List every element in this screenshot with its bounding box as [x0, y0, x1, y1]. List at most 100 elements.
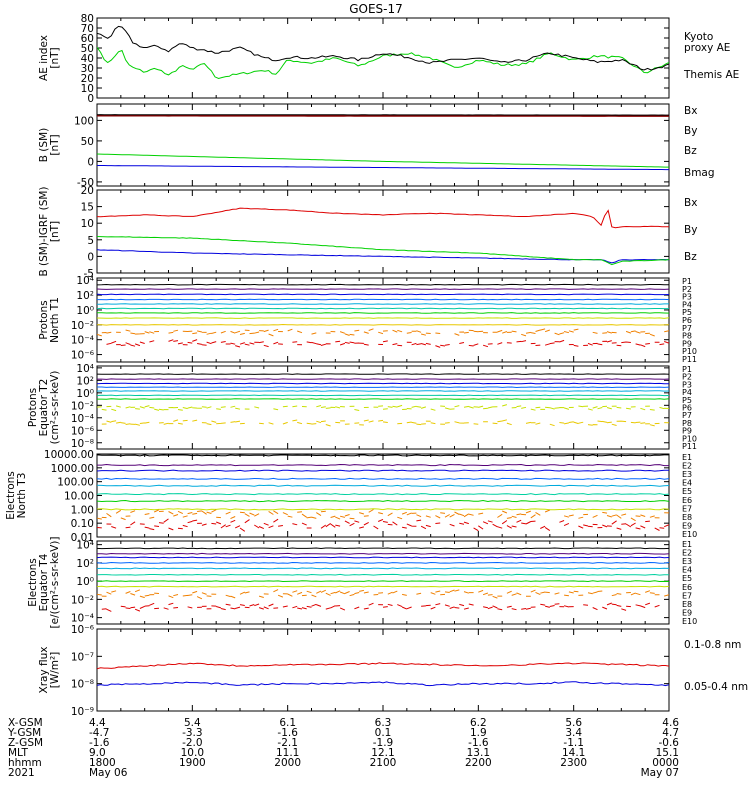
y-tick-label: 10⁻⁶	[71, 425, 94, 437]
channel-line	[97, 590, 674, 599]
y-axis-label: North T3	[16, 473, 28, 519]
channel-line	[97, 563, 669, 564]
channel-line	[97, 501, 669, 502]
series-line-00504nm	[97, 682, 669, 686]
channel-line	[97, 510, 669, 521]
y-tick-label: 1.00	[71, 504, 94, 516]
channel-line	[97, 405, 674, 411]
y-tick-label: 10²	[76, 558, 94, 570]
y-tick-label: 100	[74, 115, 94, 127]
y-tick-label: 0	[87, 156, 94, 168]
y-tick-label: 10⁻⁶	[71, 350, 94, 362]
panel-frame	[97, 278, 669, 362]
channel-line	[97, 289, 669, 290]
channel-line	[97, 399, 669, 400]
y-tick-label: 50	[81, 136, 94, 148]
y-tick-label: 10⁻²	[71, 594, 94, 606]
legend-label: 0.05-0.4 nm	[684, 681, 748, 693]
y-axis-label: [e/(cm²-s-sr-keV)]	[49, 537, 61, 629]
panel-frame	[97, 190, 669, 273]
y-tick-label: 10	[81, 218, 94, 230]
series-line-bx	[97, 166, 669, 170]
legend-label: Bz	[684, 145, 697, 157]
legend-label: proxy AE	[684, 42, 730, 54]
y-tick-label: 10⁰	[76, 388, 94, 400]
y-tick-label: 10⁻⁴	[71, 613, 94, 625]
channel-line	[97, 387, 669, 388]
channel-line	[97, 379, 669, 380]
y-tick-label: 10²	[76, 375, 94, 387]
legend-label: 0.1-0.8 nm	[684, 639, 741, 651]
y-tick-label: 15	[81, 202, 94, 214]
channel-line	[97, 519, 674, 531]
x-axis-table: X-GSMY-GSMZ-GSMMLThhmm20214.4-4.7-1.69.0…	[7, 717, 679, 779]
channel-line	[97, 465, 669, 466]
y-axis-label: North T1	[49, 297, 61, 343]
channel-line	[97, 553, 669, 554]
y-tick-label: 0	[87, 251, 94, 263]
channel-line	[97, 308, 669, 309]
channel-label: E10	[682, 617, 697, 626]
x-table-value: 2100	[370, 757, 397, 769]
channel-label: P11	[682, 355, 697, 364]
legend-label: Bz	[684, 251, 697, 263]
y-tick-label: 10⁻⁶	[71, 624, 94, 636]
channel-line	[97, 329, 669, 336]
panel-frame	[97, 629, 669, 711]
channel-line	[97, 294, 669, 295]
channel-line	[107, 340, 674, 348]
channel-line	[97, 470, 669, 471]
x-table-value: 2000	[274, 757, 301, 769]
y-tick-label: 10⁻⁴	[71, 413, 94, 425]
channel-line	[97, 374, 669, 375]
channel-line	[97, 455, 669, 456]
y-tick-label: 10⁰	[76, 305, 94, 317]
y-axis-label: [nT]	[49, 47, 61, 68]
channel-line	[97, 284, 669, 285]
y-tick-label: 10⁴	[76, 275, 94, 287]
panel-electrons_t3: 10000.001000.00100.0010.001.000.100.01El…	[5, 449, 697, 544]
y-tick-label: 5	[87, 235, 94, 247]
y-axis-label: (cm²-s-sr-keV)	[49, 371, 61, 445]
y-tick-label: 10⁻²	[71, 320, 94, 332]
y-tick-label: 10⁻²	[71, 400, 94, 412]
series-line-by	[97, 154, 669, 167]
legend-label: Bmag	[684, 167, 715, 179]
channel-line	[97, 299, 669, 300]
y-tick-label: 10.00	[64, 491, 94, 503]
channel-line	[97, 509, 669, 510]
y-axis-label: [nT]	[49, 134, 61, 155]
channel-label: P11	[682, 442, 697, 451]
y-tick-label: 20	[81, 185, 94, 197]
series-line-kyotoproxyae	[97, 47, 669, 78]
channel-line	[97, 485, 669, 486]
y-tick-label: 1000.00	[51, 463, 94, 475]
channel-line	[97, 494, 669, 495]
channel-line	[102, 603, 660, 611]
y-tick-label: 10²	[76, 290, 94, 302]
legend-label: Themis AE	[683, 69, 739, 81]
channel-line	[97, 318, 669, 319]
y-tick-label: 10⁴	[76, 363, 94, 375]
channel-line	[97, 574, 669, 575]
channel-line	[97, 304, 669, 305]
series-line-bmag	[97, 115, 669, 116]
series-line-by	[97, 237, 669, 265]
y-tick-label: 10000.00	[44, 449, 94, 461]
channel-line	[97, 581, 669, 582]
y-tick-label: 80	[81, 13, 94, 25]
x-table-value: 2200	[465, 757, 492, 769]
channel-line	[97, 391, 669, 392]
channel-line	[97, 325, 669, 326]
x-table-value: 1900	[179, 757, 206, 769]
legend-label: By	[684, 224, 697, 236]
y-tick-label: 10⁻⁷	[71, 651, 94, 663]
x-table-value: May 07	[641, 767, 679, 779]
